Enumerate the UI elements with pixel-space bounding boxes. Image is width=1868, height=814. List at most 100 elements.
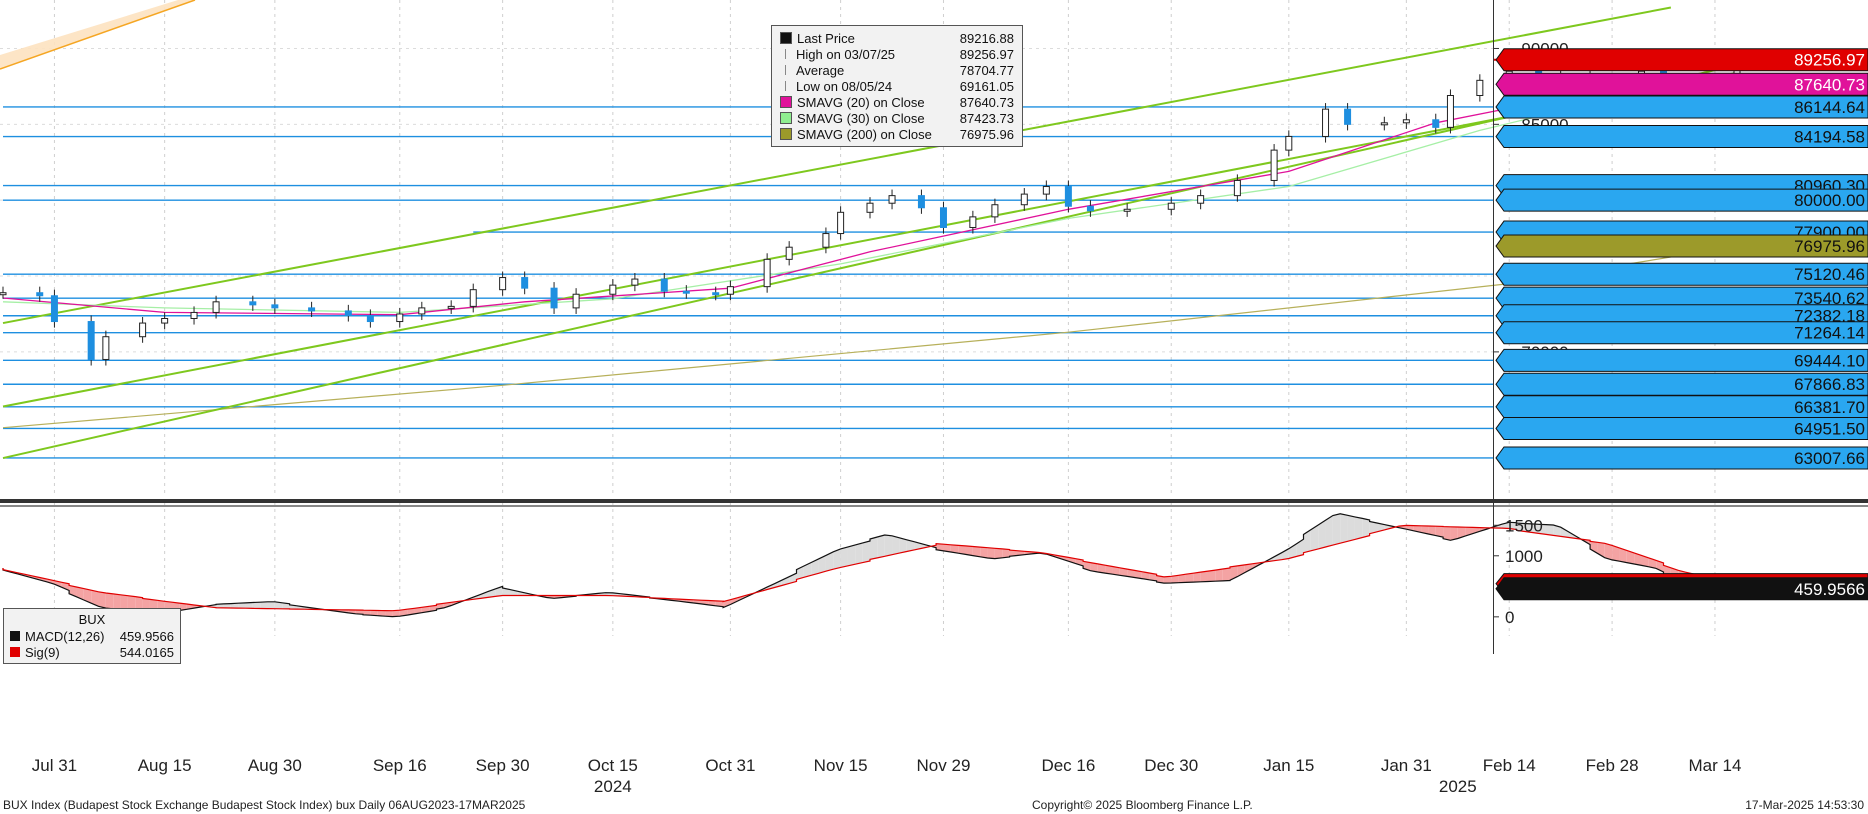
x-tick-label: Mar 14 (1688, 756, 1741, 775)
macd-legend-value: 459.9566 (119, 628, 174, 644)
macd-histogram-fill (260, 601, 268, 609)
macd-histogram-fill (1435, 526, 1444, 538)
footer-description: BUX Index (Budapest Stock Exchange Budap… (3, 798, 526, 812)
value-tag-shape (1495, 372, 1868, 396)
value-tag: 80000.00 (1495, 188, 1868, 212)
macd-histogram-fill (605, 592, 613, 596)
legend-swatch (780, 96, 792, 108)
macd-histogram-fill (855, 542, 863, 565)
macd-histogram-fill (252, 602, 261, 609)
macd-histogram-fill (443, 602, 452, 608)
macd-y-tick-label: 1500 (1505, 516, 1543, 535)
value-tag: 67866.83 (1495, 372, 1868, 396)
candle-body (161, 318, 169, 324)
macd-histogram-fill (127, 595, 136, 611)
legend-value: 87423.73 (959, 110, 1014, 126)
x-tick-label: Dec 30 (1144, 756, 1198, 775)
macd-histogram-fill (994, 548, 1003, 559)
macd-histogram-fill (1545, 524, 1554, 536)
macd-histogram-fill (1237, 564, 1245, 577)
macd-histogram-fill (1112, 566, 1120, 576)
candle-body (418, 307, 426, 315)
macd-histogram-fill (1156, 575, 1164, 584)
macd-histogram-fill (1244, 563, 1253, 573)
value-tag-shape (1495, 72, 1868, 96)
macd-histogram-fill (61, 582, 70, 591)
candle-body (991, 204, 999, 218)
macd-histogram-fill (877, 535, 885, 558)
x-tick-label: Jan 15 (1263, 756, 1314, 775)
candle-body (1233, 179, 1241, 197)
price-legend: Last Price 89216.88 High on 03/07/25 89256.… (771, 25, 1023, 147)
macd-legend-item: Sig(9) 544.0165 (10, 644, 174, 660)
candle-body (712, 292, 720, 296)
macd-histogram-fill (1523, 523, 1532, 533)
macd-histogram-fill (1274, 552, 1282, 561)
candle-body (660, 278, 668, 292)
candle-body (1270, 149, 1278, 181)
year-label: 2024 (594, 777, 632, 796)
trendline (2, 64, 1738, 460)
value-tag-shape (1495, 262, 1868, 286)
macd-histogram-fill (847, 544, 856, 566)
macd-legend-title: BUX (78, 612, 106, 627)
macd-histogram-fill (1369, 521, 1377, 534)
candle-body (396, 313, 404, 323)
legend-swatch (780, 128, 792, 140)
x-tick-label: Jul 31 (32, 756, 77, 775)
candle-body (1285, 135, 1293, 151)
candle-body (36, 292, 44, 297)
macd-y-tick-label: 0 (1505, 608, 1514, 627)
macd-histogram-fill (840, 546, 848, 568)
candle-body (0, 292, 7, 296)
candle-body (763, 258, 771, 288)
upper-band-edge (0, 0, 196, 70)
candle-body (822, 233, 830, 248)
x-tick-label: Sep 16 (373, 756, 427, 775)
macd-histogram-fill (921, 543, 929, 549)
candle-body (469, 289, 477, 307)
legend-label: SMAVG (20) on Close (797, 94, 925, 110)
candle-body (631, 278, 639, 286)
macd-histogram-fill (223, 603, 231, 609)
macd-histogram-fill (1619, 547, 1627, 563)
macd-value-tag (1495, 577, 1868, 601)
legend-swatch (780, 32, 792, 44)
x-tick-label: Nov 29 (917, 756, 971, 775)
macd-histogram-fill (1648, 557, 1657, 569)
macd-histogram-fill (906, 539, 915, 552)
macd-histogram-fill (1428, 525, 1436, 536)
macd-legend-swatch (10, 647, 20, 657)
legend-item: Last Price 89216.88 (780, 30, 1014, 46)
macd-histogram-fill (1347, 515, 1355, 542)
macd-histogram-fill (1509, 522, 1517, 530)
macd-histogram-fill (1310, 524, 1319, 551)
macd-histogram-fill (355, 610, 364, 615)
macd-histogram-fill (407, 608, 415, 616)
legend-label: High on 03/07/25 (796, 46, 896, 62)
macd-histogram-fill (1193, 572, 1201, 583)
macd-histogram-fill (1281, 548, 1289, 560)
legend-item: SMAVG (200) on Close 76975.96 (780, 126, 1014, 142)
legend-swatch (785, 49, 790, 59)
candle-body (1064, 186, 1072, 207)
candle-body (1432, 119, 1440, 128)
macd-histogram-fill (135, 596, 143, 612)
value-tag-label: 87640.73 (1794, 75, 1865, 94)
legend-label: Average (796, 62, 845, 78)
macd-histogram-fill (502, 588, 510, 596)
value-tag-label: 69444.10 (1794, 351, 1865, 370)
value-tag-label: 63007.66 (1794, 449, 1865, 468)
macd-histogram-fill (1105, 565, 1113, 575)
value-tag-shape (1495, 321, 1868, 345)
value-tag-label: 64951.50 (1794, 419, 1865, 438)
x-tick-label: Feb 14 (1483, 756, 1536, 775)
macd-histogram-fill (113, 593, 121, 610)
macd-histogram-fill (245, 602, 253, 609)
candle-body (726, 286, 734, 295)
macd-histogram-fill (1230, 565, 1238, 581)
macd-histogram-fill (385, 610, 393, 617)
candle-body (249, 301, 257, 306)
value-tag-shape (1495, 125, 1868, 149)
macd-histogram-fill (421, 606, 430, 613)
